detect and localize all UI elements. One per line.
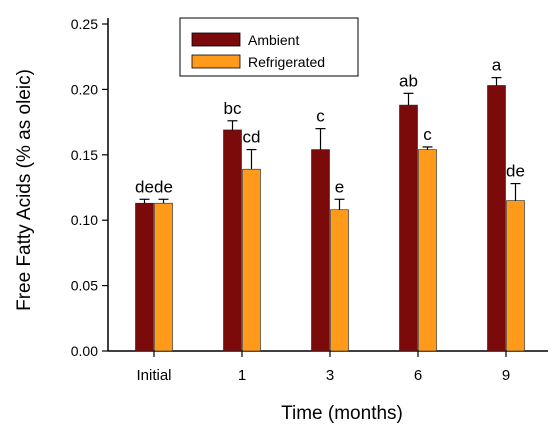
bar-refrigerated [154,202,173,352]
significance-label: c [423,125,432,144]
legend-label-ambient: Ambient [248,32,299,48]
bar-ambient [311,149,330,352]
legend-swatch-refrigerated [191,54,241,69]
significance-label: de [506,162,525,181]
x-tick-label: 1 [238,367,246,384]
significance-label: ab [399,71,418,90]
y-tick-label: 0.15 [71,147,98,163]
x-ticks: Initial 1 3 6 9 [136,351,510,384]
y-tick-label: 0.25 [71,16,98,32]
y-ticks: 0.00 0.05 0.10 0.15 0.20 0.25 [71,16,108,359]
significance-label: cd [243,128,261,147]
significance-label: de [154,177,173,196]
x-tick-label: 6 [414,367,422,384]
y-tick-label: 0.05 [71,278,98,294]
bar-refrigerated [418,149,437,352]
y-tick-label: 0.00 [71,343,98,359]
x-tick-label: 9 [502,367,510,384]
y-tick-label: 0.20 [71,81,98,97]
significance-label: bc [224,99,242,118]
significance-label: c [316,107,325,126]
bar-refrigerated [242,168,261,352]
bar-ambient [223,129,242,352]
y-tick-label: 0.10 [71,212,98,228]
significance-label: de [135,177,154,196]
x-tick-label: 3 [326,367,334,384]
bar-ambient [487,85,506,352]
y-axis-label: Free Fatty Acids (% as oleic) [14,69,35,311]
legend-swatch-ambient [191,32,241,47]
legend: Ambient Refrigerated [179,17,359,77]
significance-label: a [492,56,502,75]
bar-refrigerated [330,209,349,352]
bar-refrigerated [506,200,525,352]
x-tick-label: Initial [136,367,171,384]
legend-label-refrigerated: Refrigerated [248,54,325,70]
significance-label: e [335,177,344,196]
x-axis-label: Time (months) [281,403,403,424]
bar-ambient [135,202,154,352]
bar-ambient [399,104,418,352]
